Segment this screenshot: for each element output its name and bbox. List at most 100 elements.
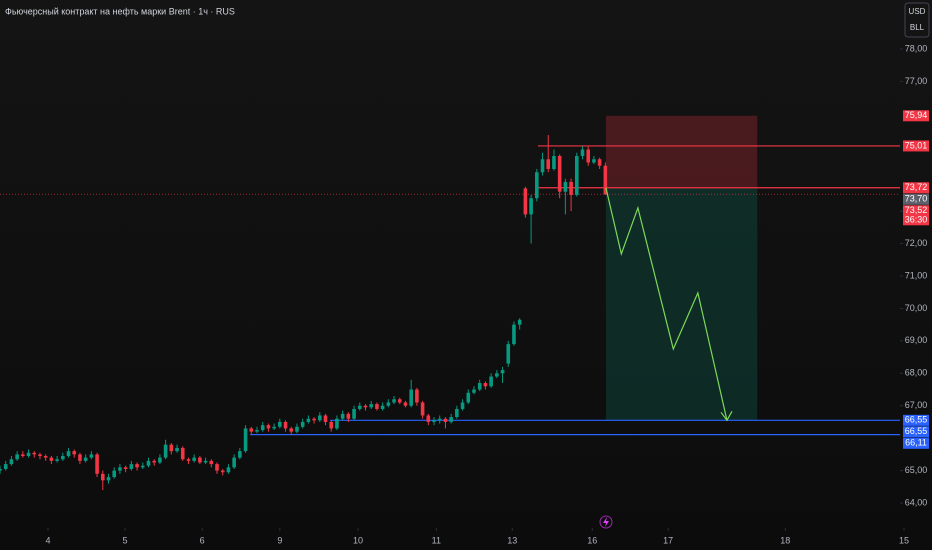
- candle-body: [466, 392, 471, 403]
- y-tick-label: 65,00: [905, 465, 928, 475]
- projection-path: [605, 187, 728, 421]
- candle-body: [72, 451, 77, 455]
- y-tick-label: 78,00: [905, 43, 928, 53]
- candle-body: [95, 454, 99, 474]
- candle-body: [283, 421, 288, 429]
- candle-body: [49, 457, 54, 461]
- candle-body: [437, 418, 442, 421]
- x-tick-label: 15: [899, 535, 909, 545]
- candle-body: [415, 389, 419, 403]
- x-tick-label: 5: [123, 535, 128, 545]
- price-label-box: [903, 205, 929, 226]
- price-label-box: [903, 193, 929, 205]
- candle-body: [495, 373, 499, 377]
- candle-body: [352, 408, 356, 419]
- candle-body: [66, 451, 71, 456]
- candle-body: [289, 428, 294, 432]
- price-label: 75,01: [905, 140, 928, 150]
- price-label: 73,72: [905, 182, 928, 192]
- candle-body: [357, 405, 362, 409]
- candle-body: [489, 376, 493, 387]
- candle-body: [61, 456, 65, 460]
- candle-body: [369, 404, 374, 408]
- candle-body: [38, 454, 42, 456]
- candle-body: [574, 156, 579, 195]
- candle-body: [123, 467, 128, 469]
- y-tick-label: 67,00: [905, 400, 928, 410]
- candle-body: [260, 425, 265, 431]
- candle-body: [403, 402, 408, 406]
- candle-body: [135, 464, 139, 468]
- candle-body: [569, 181, 573, 195]
- price-label: 66,55: [905, 426, 928, 436]
- candle-body: [312, 418, 316, 421]
- candle-body: [198, 457, 202, 463]
- price-label: 75,94: [905, 110, 928, 120]
- price-label: 66,55: [905, 415, 928, 425]
- candle-body: [272, 426, 276, 429]
- candle-body: [129, 464, 134, 469]
- candle-body: [192, 457, 196, 461]
- candle-body: [278, 421, 282, 427]
- candle-body: [26, 452, 31, 456]
- candle-body: [78, 454, 82, 461]
- candle-body: [106, 477, 111, 481]
- candle-body: [552, 156, 556, 169]
- price-label: 66,11: [905, 438, 927, 448]
- candle-body: [592, 159, 596, 163]
- y-tick-label: 71,00: [905, 270, 928, 280]
- events-icon[interactable]: [599, 515, 613, 529]
- candle-body: [55, 459, 59, 461]
- currency-box[interactable]: [904, 2, 930, 38]
- countdown: 36:30: [905, 215, 928, 225]
- candle-body: [266, 425, 271, 429]
- candle-body: [209, 460, 214, 465]
- candle-body: [597, 159, 602, 166]
- price-label-box: [903, 140, 929, 152]
- candle-body: [180, 447, 185, 460]
- candle-body: [300, 421, 305, 427]
- candle-body: [323, 415, 328, 422]
- plot-area: [0, 115, 900, 491]
- candle-body: [306, 418, 311, 422]
- candle-body: [329, 421, 334, 429]
- candle-body: [318, 415, 322, 421]
- candle-body: [472, 389, 476, 393]
- candle-body: [3, 464, 8, 469]
- candle-body: [0, 468, 2, 471]
- price-label-box: [903, 414, 929, 426]
- candle-body: [232, 457, 236, 468]
- candle-body: [186, 459, 191, 461]
- candle-body: [112, 470, 117, 478]
- candle-body: [540, 159, 545, 173]
- candle-body: [563, 181, 568, 192]
- x-tick-label: 18: [780, 535, 790, 545]
- projection-arrowhead: [720, 411, 733, 422]
- candle-body: [335, 418, 339, 429]
- candle-body: [517, 319, 522, 325]
- candle-body: [89, 454, 94, 458]
- currency: USD: [909, 7, 926, 16]
- candle-body: [255, 430, 259, 432]
- candle-body: [432, 420, 436, 422]
- candle-body: [238, 451, 242, 458]
- price-axis: 78,0077,0073,0072,0071,0070,0069,0068,00…: [900, 43, 929, 507]
- candle-body: [163, 444, 168, 458]
- candle-body: [380, 405, 385, 409]
- candle-body: [203, 460, 208, 463]
- candle-body: [249, 428, 254, 432]
- candle-body: [477, 383, 482, 390]
- y-tick-label: 69,00: [905, 335, 928, 345]
- price-label-box: [903, 110, 929, 122]
- stop-zone: [605, 115, 758, 188]
- price-label: 73,52: [905, 205, 928, 215]
- y-tick-label: 77,00: [905, 76, 928, 86]
- x-tick-label: 11: [432, 535, 441, 545]
- candle-body: [386, 402, 391, 406]
- x-tick-label: 17: [663, 535, 673, 545]
- candle-body: [140, 465, 145, 468]
- candle-body: [546, 159, 551, 169]
